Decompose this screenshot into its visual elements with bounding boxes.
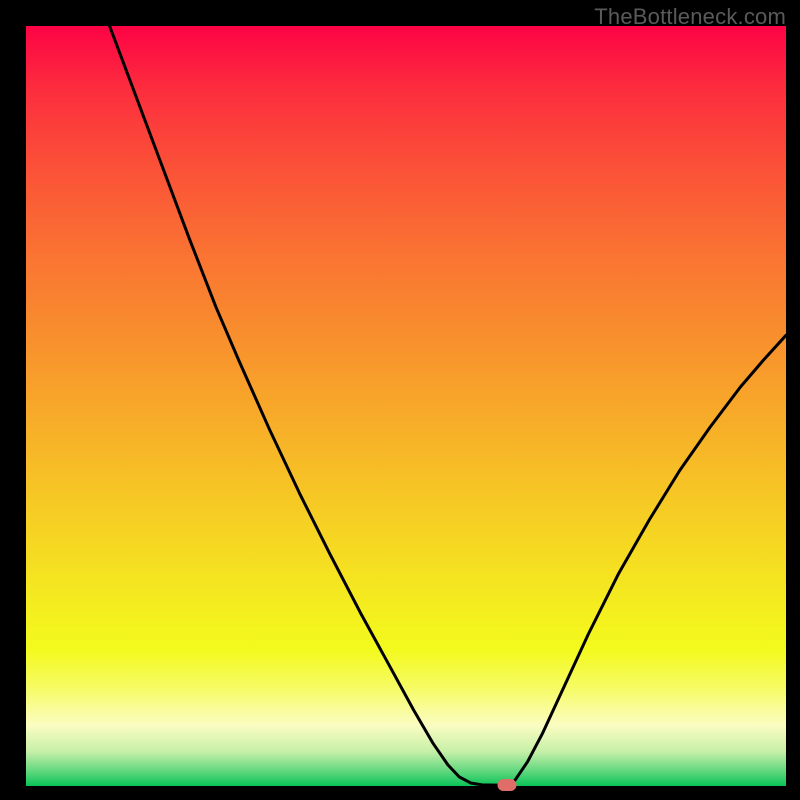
plot-area (26, 26, 786, 786)
watermark-text: TheBottleneck.com (594, 4, 786, 30)
curve-path (110, 26, 786, 785)
optimal-point-marker (498, 779, 517, 791)
chart-frame: TheBottleneck.com (0, 0, 800, 800)
bottleneck-curve (26, 26, 786, 786)
